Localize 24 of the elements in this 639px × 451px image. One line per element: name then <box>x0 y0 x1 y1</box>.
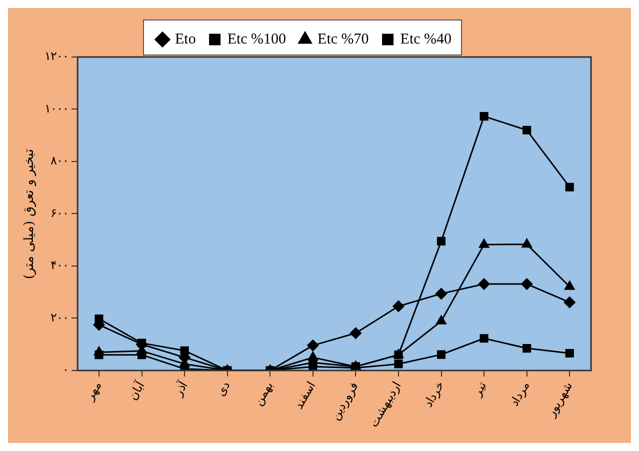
legend-label: Etc %100 <box>227 31 286 48</box>
legend-label: Etc %40 <box>400 31 452 48</box>
x-tick-label: اسفند <box>292 379 318 412</box>
x-tick-label: فروردین <box>328 379 361 423</box>
x-tick-label: دی <box>214 379 233 398</box>
y-axis-title: تبخیر و تعرق (میلی متر) <box>22 148 38 280</box>
y-tick-label: ۴۰۰ <box>50 258 69 272</box>
y-tick-label: ۱۰۰۰ <box>44 101 69 116</box>
x-tick-label: بهمن <box>250 379 276 408</box>
y-tick-label: ۰ <box>62 362 69 377</box>
x-tick-label: مهر <box>82 379 104 404</box>
y-tick-label: ۱۲۰۰ <box>44 49 69 64</box>
y-tick-label: ۸۰۰ <box>50 154 69 168</box>
x-tick-label: آذر <box>169 378 190 400</box>
y-tick-label: ۲۰۰ <box>50 310 69 324</box>
x-tick-label: تیر <box>470 379 490 400</box>
y-tick-label: ۶۰۰ <box>50 206 69 220</box>
legend-label: Eto <box>174 31 196 48</box>
x-tick-label: مرداد <box>507 379 532 409</box>
x-tick-label: خرداد <box>420 379 447 410</box>
x-tick-label: شهریور <box>543 379 575 420</box>
legend-label: Etc %70 <box>318 31 369 48</box>
x-tick-label: اردیبهشت <box>366 379 404 430</box>
x-tick-label: آبان <box>124 378 148 403</box>
